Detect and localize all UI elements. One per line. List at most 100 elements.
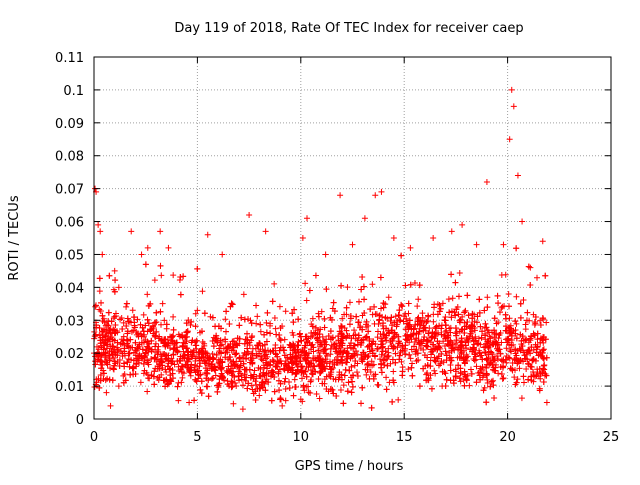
data-point (490, 382, 497, 389)
data-point (314, 354, 321, 361)
data-point (124, 342, 131, 349)
data-point (196, 363, 203, 370)
data-point (407, 244, 414, 251)
data-point (252, 388, 259, 395)
data-point (262, 228, 269, 235)
data-point (151, 381, 158, 388)
data-point (374, 328, 381, 335)
data-point (241, 340, 248, 347)
data-point (223, 328, 230, 335)
data-point (383, 337, 390, 344)
data-point (452, 325, 459, 332)
data-point (329, 305, 336, 312)
data-point (448, 354, 455, 361)
data-point (473, 379, 480, 386)
data-point (388, 314, 395, 321)
data-point (405, 334, 412, 341)
data-point (458, 350, 465, 357)
data-point (133, 361, 140, 368)
data-point (455, 362, 462, 369)
data-point (402, 351, 409, 358)
data-point (129, 307, 136, 314)
data-point (218, 364, 225, 371)
data-point (456, 354, 463, 361)
data-point (292, 353, 299, 360)
x-tick-label: 15 (396, 430, 413, 445)
data-point (243, 336, 250, 343)
data-point (372, 371, 379, 378)
data-point (157, 262, 164, 269)
data-point (263, 319, 270, 326)
data-point (389, 356, 396, 363)
data-point (317, 369, 324, 376)
data-point (435, 329, 442, 336)
data-point (405, 300, 412, 307)
data-point (261, 331, 268, 338)
data-point (276, 335, 283, 342)
data-point (111, 330, 118, 337)
data-point (206, 354, 213, 361)
data-point (312, 324, 319, 331)
data-point (421, 352, 428, 359)
data-point (224, 381, 231, 388)
data-point (508, 86, 515, 93)
data-point (327, 336, 334, 343)
data-point (340, 349, 347, 356)
data-point (514, 172, 521, 179)
data-point (360, 283, 367, 290)
data-point (144, 388, 151, 395)
data-point (128, 228, 135, 235)
data-point (476, 296, 483, 303)
data-point (253, 302, 260, 309)
data-point (472, 353, 479, 360)
data-point (281, 361, 288, 368)
data-point (327, 328, 334, 335)
data-point (461, 371, 468, 378)
data-point (145, 361, 152, 368)
data-point (233, 350, 240, 357)
data-point (519, 343, 526, 350)
data-point (287, 342, 294, 349)
data-point (357, 323, 364, 330)
data-point (445, 332, 452, 339)
data-point (482, 332, 489, 339)
data-point (301, 387, 308, 394)
data-point (343, 304, 350, 311)
data-point (183, 361, 190, 368)
data-point (105, 352, 112, 359)
data-point (297, 358, 304, 365)
data-point (151, 368, 158, 375)
data-point (346, 367, 353, 374)
data-point (276, 387, 283, 394)
data-point (210, 375, 217, 382)
data-point (269, 357, 276, 364)
data-point (209, 361, 216, 368)
data-point (385, 294, 392, 301)
data-point (333, 345, 340, 352)
data-point (347, 340, 354, 347)
data-point (350, 372, 357, 379)
data-point (416, 340, 423, 347)
data-point (425, 375, 432, 382)
data-point (527, 282, 534, 289)
data-point (379, 331, 386, 338)
data-point (452, 366, 459, 373)
data-point (285, 364, 292, 371)
data-point (447, 342, 454, 349)
data-point (246, 339, 253, 346)
data-point (259, 342, 266, 349)
data-point (124, 359, 131, 366)
data-point (187, 372, 194, 379)
data-point (130, 327, 137, 334)
data-point (336, 359, 343, 366)
data-point (463, 376, 470, 383)
data-point (513, 335, 520, 342)
data-point (482, 350, 489, 357)
data-point (281, 352, 288, 359)
data-point (275, 377, 282, 384)
data-point (523, 366, 530, 373)
data-point (528, 363, 535, 370)
data-point (305, 360, 312, 367)
data-point (342, 366, 349, 373)
